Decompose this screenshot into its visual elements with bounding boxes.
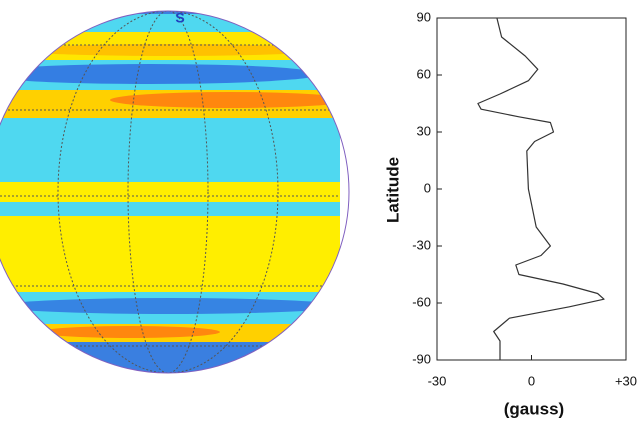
globe-outline (0, 10, 350, 374)
x-tick-label: -30 (428, 373, 447, 388)
data-line (477, 17, 605, 360)
y-tick-label: -30 (412, 237, 431, 252)
y-tick-label: 90 (417, 9, 431, 24)
y-tick-label: 60 (417, 66, 431, 81)
y-tick-label: -60 (412, 294, 431, 309)
globe (0, 11, 349, 373)
y-tick-label: 0 (424, 180, 431, 195)
plot-frame (436, 17, 627, 361)
y-tick-label: -90 (412, 351, 431, 366)
y-axis-label: Latitude (383, 157, 402, 223)
y-tick-label: 30 (417, 123, 431, 138)
x-tick-label: 0 (528, 373, 535, 388)
x-tick-label: +30 (615, 373, 637, 388)
x-axis-label: (gauss) (504, 399, 564, 418)
globe-label: S (175, 10, 184, 26)
